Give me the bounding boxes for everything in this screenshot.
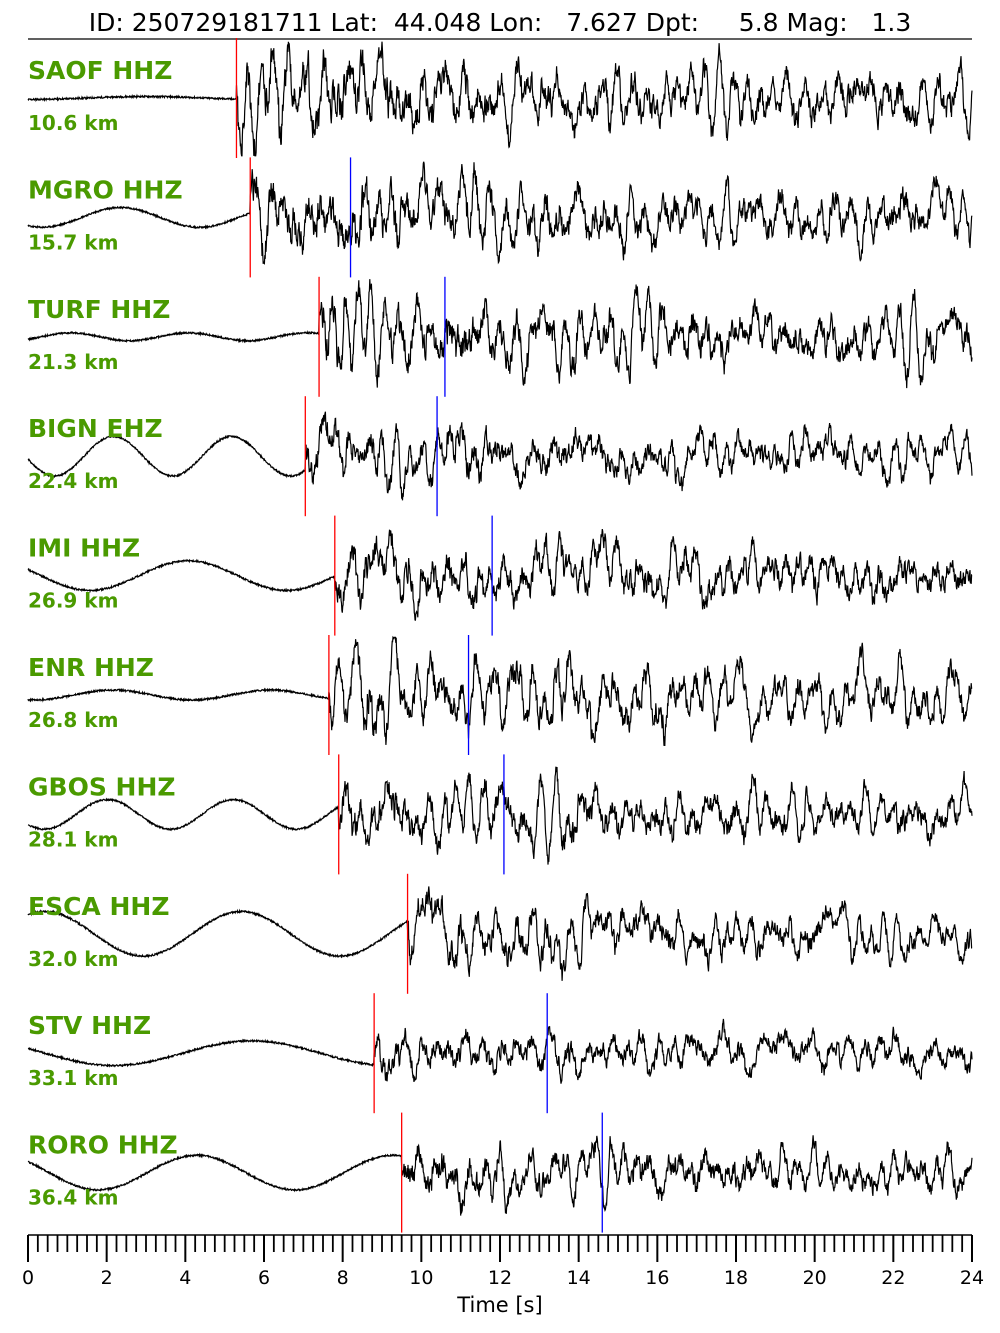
trace-stv: STV HHZ 33.1 km	[27, 993, 973, 1114]
station-label: BIGN EHZ	[28, 414, 163, 443]
station-label: TURF HHZ	[28, 295, 170, 324]
station-label: IMI HHZ	[28, 534, 140, 563]
x-tick-label: 20	[803, 1267, 827, 1289]
traces-group: SAOF HHZ 10.6 km MGRO HHZ 15.7 km TURF HHZ 21…	[27, 38, 973, 1233]
trace-turf: TURF HHZ 21.3 km	[27, 276, 973, 397]
distance-label: 26.8 km	[28, 708, 118, 732]
station-label: ENR HHZ	[28, 653, 154, 682]
x-tick-label: 8	[337, 1267, 349, 1289]
distance-label: 10.6 km	[28, 111, 118, 135]
waveform-line	[27, 411, 973, 501]
trace-mgro: MGRO HHZ 15.7 km	[27, 157, 973, 278]
waveform-line	[27, 1135, 973, 1216]
x-tick-label: 24	[960, 1267, 984, 1289]
distance-label: 26.9 km	[28, 589, 118, 613]
trace-enr: ENR HHZ 26.8 km	[27, 635, 973, 755]
x-axis: 0 2 4 6 8 10 12 14 16 18 20 22 24 Time [s]	[22, 1234, 984, 1317]
distance-label: 15.7 km	[28, 230, 118, 254]
distance-label: 28.1 km	[28, 827, 118, 851]
trace-imi: IMI HHZ 26.9 km	[27, 515, 973, 636]
x-tick-label: 10	[409, 1267, 433, 1289]
trace-gbos: GBOS HHZ 28.1 km	[27, 754, 973, 875]
waveform-line	[27, 635, 973, 747]
x-tick-label: 0	[22, 1267, 34, 1289]
waveform-line	[27, 886, 973, 981]
distance-label: 36.4 km	[28, 1186, 118, 1210]
x-tick-label: 6	[258, 1267, 270, 1289]
x-tick-label: 2	[101, 1267, 113, 1289]
trace-esca: ESCA HHZ 32.0 km	[27, 873, 973, 994]
x-tick-label: 14	[567, 1267, 591, 1289]
distance-label: 21.3 km	[28, 350, 118, 374]
x-axis-label: Time [s]	[456, 1293, 542, 1317]
station-label: MGRO HHZ	[28, 175, 183, 204]
x-tick-label: 16	[645, 1267, 669, 1289]
distance-label: 32.0 km	[28, 947, 118, 971]
waveform-line	[27, 1018, 973, 1084]
station-label: STV HHZ	[28, 1011, 151, 1040]
waveform-line	[27, 161, 973, 266]
trace-bign: BIGN EHZ 22.4 km	[27, 396, 973, 517]
waveform-line	[27, 41, 973, 157]
waveform-line	[27, 279, 973, 389]
trace-saof: SAOF HHZ 10.6 km	[27, 38, 973, 158]
station-label: GBOS HHZ	[28, 772, 176, 801]
distance-label: 33.1 km	[28, 1066, 118, 1090]
waveform-line	[27, 528, 973, 621]
x-tick-label: 4	[179, 1267, 191, 1289]
station-label: SAOF HHZ	[28, 56, 172, 85]
x-tick-label: 12	[488, 1267, 512, 1289]
distance-label: 22.4 km	[28, 469, 118, 493]
trace-roro: RORO HHZ 36.4 km	[27, 1112, 973, 1233]
station-label: RORO HHZ	[28, 1131, 178, 1160]
station-label: ESCA HHZ	[28, 892, 169, 921]
waveform-line	[27, 766, 973, 865]
x-tick-label: 18	[724, 1267, 748, 1289]
x-tick-label: 22	[881, 1267, 905, 1289]
chart-title: ID: 250729181711 Lat: 44.048 Lon: 7.627 …	[89, 8, 912, 37]
